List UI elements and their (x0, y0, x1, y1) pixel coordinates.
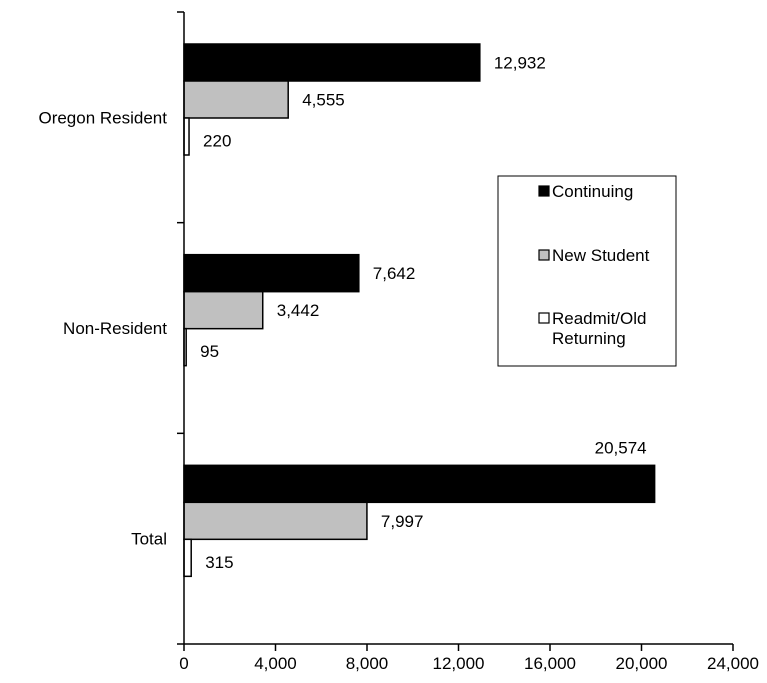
bar-2-0 (183, 464, 656, 504)
bar-2-2 (183, 538, 192, 578)
bar-1-1 (183, 290, 264, 330)
legend-label-line: Returning (552, 329, 626, 348)
x-tick-label: 12,000 (433, 654, 485, 673)
bar-0-0 (183, 43, 481, 82)
data-label-1-2: 95 (200, 342, 219, 361)
bar-0-2 (183, 117, 190, 156)
data-label-0-0: 12,932 (494, 54, 546, 73)
legend-label-1: New Student (552, 246, 650, 265)
x-tick-label: 0 (179, 654, 188, 673)
legend-label-line: Readmit/Old (552, 309, 646, 328)
data-label-2-0: 20,574 (595, 438, 647, 457)
data-label-2-2: 315 (205, 553, 233, 572)
bar-0-1 (183, 80, 289, 119)
legend-swatch-0 (538, 185, 550, 197)
data-label-1-1: 3,442 (277, 301, 320, 320)
data-label-2-1: 7,997 (381, 512, 424, 531)
x-tick-label: 8,000 (346, 654, 389, 673)
legend-swatch-2 (538, 312, 550, 324)
category-label: Total (131, 530, 167, 549)
legend-label-2: Readmit/Old Returning (552, 309, 646, 348)
data-label-0-2: 220 (203, 132, 231, 151)
legend (497, 175, 677, 367)
data-label-1-0: 7,642 (373, 264, 416, 283)
x-tick-label: 24,000 (707, 654, 759, 673)
legend-label-0: Continuing (552, 182, 633, 201)
bar-1-0 (183, 253, 360, 293)
legend-swatch-1 (538, 249, 550, 261)
x-tick-label: 4,000 (254, 654, 297, 673)
data-label-0-1: 4,555 (302, 91, 345, 110)
x-tick-label: 20,000 (616, 654, 668, 673)
x-tick-label: 16,000 (524, 654, 576, 673)
category-label: Non-Resident (63, 319, 167, 338)
category-label: Oregon Resident (38, 108, 167, 127)
bar-2-1 (183, 501, 368, 541)
